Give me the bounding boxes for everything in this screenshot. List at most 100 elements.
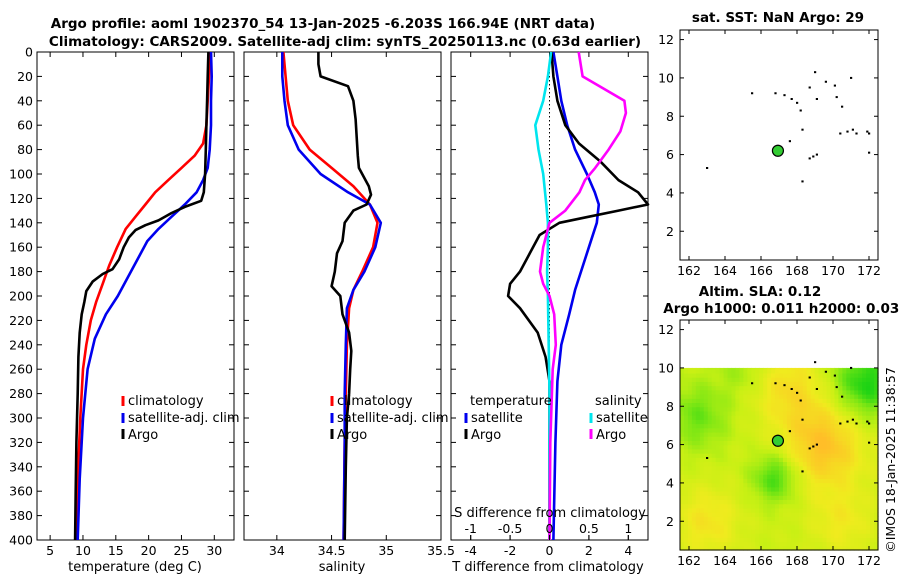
sla-cell <box>842 520 847 526</box>
sla-cell <box>771 537 776 543</box>
sla-cell <box>842 533 847 538</box>
sla-cell <box>862 537 867 543</box>
sla-cell <box>854 389 859 395</box>
sla-cell <box>810 406 816 412</box>
sla-cell <box>858 367 863 370</box>
sla-cell <box>739 457 744 463</box>
sla-cell <box>842 495 847 500</box>
sla-cell <box>715 453 721 458</box>
sla-cell <box>834 393 839 399</box>
sla-cell <box>814 436 820 441</box>
sla-cell <box>782 461 788 467</box>
y-tick-label: 0 <box>25 45 33 60</box>
sla-cell <box>802 474 808 479</box>
sla-cell <box>707 541 713 547</box>
sla-cell <box>723 393 729 399</box>
sla-cell <box>786 419 792 425</box>
island-dot <box>774 382 777 385</box>
sla-cell <box>858 524 863 530</box>
sla-cell <box>826 427 832 433</box>
sla-cell <box>695 389 701 395</box>
sla-cell <box>751 436 756 441</box>
sla-cell <box>814 545 820 551</box>
sla-cell <box>814 507 820 513</box>
sla-cell <box>695 448 701 454</box>
sla-cell <box>771 482 776 488</box>
sla-cell <box>775 482 780 488</box>
sla-cell <box>866 474 871 479</box>
sla-cell <box>814 402 820 408</box>
sla-cell <box>810 367 816 370</box>
sla-cell <box>874 431 879 437</box>
sla-cell <box>846 385 851 391</box>
sla-cell <box>814 537 820 543</box>
x-tick-label: 2 <box>585 543 593 558</box>
sla-cell <box>680 537 685 543</box>
sla-cell <box>723 410 729 416</box>
sla-cell <box>798 512 804 517</box>
sla-cell <box>779 545 784 551</box>
sla-cell <box>723 423 729 429</box>
sla-cell <box>719 541 725 547</box>
sla-cell <box>711 503 717 509</box>
sla-cell <box>695 499 701 505</box>
sla-cell <box>759 520 764 526</box>
sla-cell <box>743 465 748 471</box>
sla-cell <box>779 537 784 543</box>
sla-cell <box>866 423 871 429</box>
sla-cell <box>810 516 816 522</box>
sla-cell <box>874 503 879 509</box>
sla-cell <box>790 440 796 446</box>
sla-cell <box>735 457 740 463</box>
sla-cell <box>810 524 816 530</box>
sla-cell <box>723 503 729 509</box>
sla-cell <box>691 524 697 530</box>
sla-cell <box>846 528 851 534</box>
sla-cell <box>798 368 804 374</box>
sla-cell <box>775 415 780 420</box>
sla-cell <box>715 499 721 505</box>
sla-cell <box>806 528 812 534</box>
sla-cell <box>683 389 689 395</box>
sla-cell <box>830 377 836 382</box>
sla-cell <box>802 461 808 467</box>
y-tick-label: 280 <box>9 386 33 401</box>
sla-cell <box>755 524 760 530</box>
sla-cell <box>755 512 760 517</box>
sla-cell <box>854 541 859 547</box>
sla-cell <box>699 528 705 534</box>
sla-cell <box>763 381 768 387</box>
island-dot <box>814 361 817 364</box>
sla-cell <box>846 423 851 429</box>
sla-cell <box>719 457 725 463</box>
sla-cell <box>707 524 713 530</box>
island-dot <box>868 151 871 154</box>
sla-cell <box>814 389 820 395</box>
sla-cell <box>755 368 760 374</box>
sla-cell <box>850 406 855 412</box>
sla-cell <box>687 381 693 387</box>
sla-cell <box>751 415 756 420</box>
sla-cell <box>802 499 808 505</box>
sla-cell <box>771 512 776 517</box>
sla-cell <box>687 507 693 513</box>
sla-cell <box>850 524 855 530</box>
sla-cell <box>850 507 855 513</box>
sla-cell <box>850 423 855 429</box>
sla-cell <box>826 520 832 526</box>
difference-xlabel: T difference from climatology <box>451 560 644 575</box>
island-dot <box>855 422 858 425</box>
sla-cell <box>826 516 832 522</box>
sla-cell <box>786 524 792 530</box>
sla-cell <box>703 419 709 425</box>
sla-cell <box>874 444 879 450</box>
sla-cell <box>798 520 804 526</box>
sla-cell <box>759 419 764 425</box>
sla-cell <box>707 444 713 450</box>
sla-cell <box>794 524 800 530</box>
sla-cell <box>826 385 832 391</box>
sla-cell <box>866 427 871 433</box>
sla-cell <box>830 516 836 522</box>
sla-cell <box>727 545 733 551</box>
sla-cell <box>707 431 713 437</box>
